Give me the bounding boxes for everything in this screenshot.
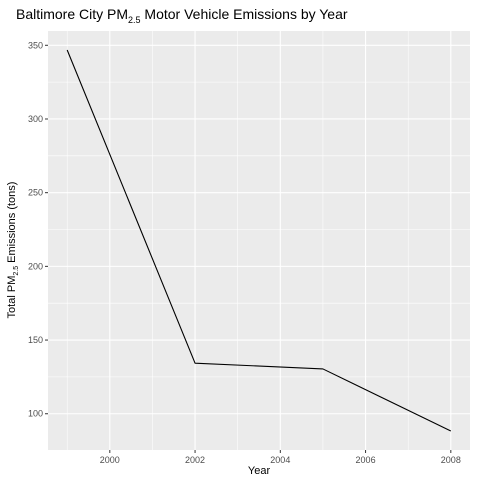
y-axis-title-prefix: Total PM bbox=[6, 276, 18, 319]
y-tick-label: 250 bbox=[28, 188, 43, 198]
y-axis-title-subscript: 2.5 bbox=[13, 266, 20, 276]
x-tick-label: 2006 bbox=[356, 455, 376, 465]
x-tick-label: 2004 bbox=[270, 455, 290, 465]
x-tick-label: 2002 bbox=[185, 455, 205, 465]
y-tick-label: 150 bbox=[28, 335, 43, 345]
y-axis-ticks: 100 150 200 250 300 350 bbox=[28, 40, 48, 419]
x-axis-title: Year bbox=[248, 465, 271, 477]
chart-title-subscript: 2.5 bbox=[128, 15, 141, 25]
y-tick-label: 300 bbox=[28, 114, 43, 124]
x-axis-ticks: 2000 2002 2004 2006 2008 bbox=[100, 450, 461, 465]
y-axis-title-suffix: Emissions (tons) bbox=[6, 182, 18, 266]
series-line bbox=[66, 49, 452, 432]
y-tick-label: 200 bbox=[28, 261, 43, 271]
x-tick-label: 2000 bbox=[100, 455, 120, 465]
series-layer bbox=[66, 49, 452, 432]
minor-gridlines bbox=[48, 31, 470, 450]
x-tick-label: 2008 bbox=[441, 455, 461, 465]
y-tick-label: 100 bbox=[28, 409, 43, 419]
y-tick-label: 350 bbox=[28, 40, 43, 50]
chart-title-suffix: Motor Vehicle Emissions by Year bbox=[141, 6, 348, 22]
chart-title-prefix: Baltimore City PM bbox=[16, 6, 128, 22]
chart-title: Baltimore City PM2.5 Motor Vehicle Emiss… bbox=[16, 6, 348, 25]
plot-panel bbox=[48, 31, 470, 450]
y-axis-title: Total PM2.5 Emissions (tons) bbox=[6, 182, 20, 319]
major-gridlines bbox=[48, 31, 470, 450]
